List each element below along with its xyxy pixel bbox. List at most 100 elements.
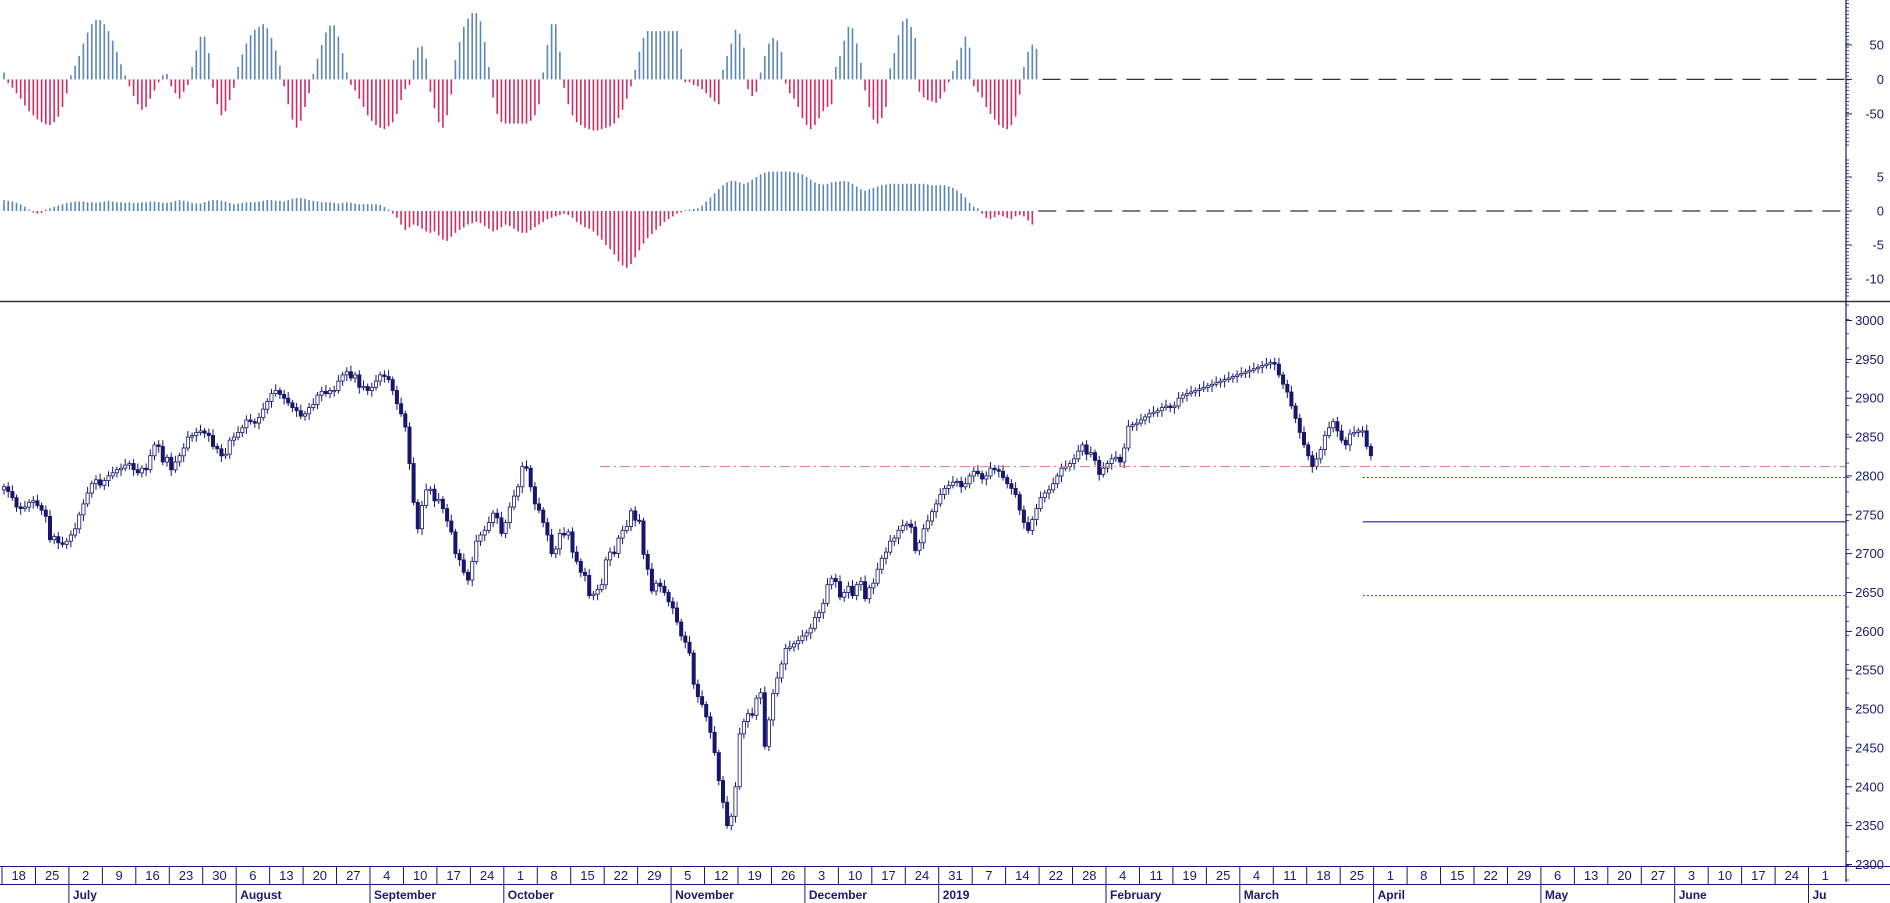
price-axis-tick-label: 2800 (1855, 468, 1884, 483)
candle-body (1239, 372, 1244, 376)
candle-body (64, 540, 69, 545)
candle-body (35, 500, 40, 506)
candle-body (516, 486, 521, 497)
x-day-label: 4 (1253, 868, 1260, 883)
candle-body (712, 732, 717, 754)
candle-body (10, 491, 15, 499)
candle-body (1201, 386, 1206, 390)
candle-body (361, 386, 366, 389)
candle-body (1072, 458, 1077, 464)
candle-body (457, 553, 462, 561)
candle-body (695, 683, 700, 698)
candle-body (871, 582, 876, 589)
x-day-label: 6 (1554, 868, 1561, 883)
x-day-label: 1 (517, 868, 524, 883)
y-axis: 500-5050-5-10300029502900285028002750270… (1845, 0, 1884, 882)
candle-body (2, 486, 7, 491)
candle-body (708, 716, 713, 733)
candle-body (68, 534, 73, 542)
x-day-label: 24 (1785, 868, 1799, 883)
candle-body (1364, 430, 1369, 447)
candle-body (365, 386, 370, 391)
x-day-label: 8 (1420, 868, 1427, 883)
price-axis-tick-label: 2450 (1855, 740, 1884, 755)
candle-body (975, 470, 980, 474)
candle-body (683, 635, 688, 643)
x-month-label: June (1679, 888, 1707, 902)
candle-body (131, 463, 136, 471)
candle-body (474, 540, 479, 562)
candle-body (190, 435, 195, 438)
candle-body (1143, 416, 1148, 421)
candle-body (812, 617, 817, 629)
candle-body (1318, 449, 1323, 460)
candle-body (562, 533, 567, 536)
candle-body (879, 557, 884, 570)
candle-body (14, 497, 19, 508)
candle-body (445, 508, 450, 522)
x-month-label: September (374, 888, 436, 902)
candle-body (1222, 379, 1227, 382)
candle-body (244, 419, 249, 429)
candle-body (453, 531, 458, 555)
oscillator-1-axis-tick-label: 0 (1877, 72, 1884, 87)
candle-body (1168, 405, 1173, 409)
x-day-label: 17 (1751, 868, 1765, 883)
candle-body (775, 677, 780, 694)
candle-body (348, 371, 353, 379)
candle-body (1130, 424, 1135, 427)
candle-body (549, 534, 554, 555)
candle-body (750, 713, 755, 716)
candle-body (185, 436, 190, 449)
candle-body (729, 815, 734, 826)
price-axis-tick-label: 2700 (1855, 546, 1884, 561)
candle-body (1084, 444, 1089, 455)
candle-body (319, 390, 324, 396)
candle-body (227, 439, 232, 455)
candle-body (867, 587, 872, 600)
candle-body (1226, 377, 1231, 381)
candle-body (583, 571, 588, 576)
price-panel (2, 357, 1373, 831)
candle-body (290, 402, 295, 408)
x-month-label: 2019 (943, 888, 970, 902)
candle-body (779, 663, 784, 679)
x-day-label: 17 (446, 868, 460, 883)
candle-body (1193, 390, 1198, 393)
candle-body (909, 523, 914, 528)
candle-body (884, 551, 889, 559)
candle-body (725, 801, 730, 826)
candle-body (1051, 483, 1056, 491)
x-day-label: 27 (346, 868, 360, 883)
candle-body (77, 514, 82, 530)
candle-body (223, 453, 228, 457)
x-day-label: 24 (915, 868, 929, 883)
candle-body (645, 554, 650, 570)
x-day-label: 19 (747, 868, 761, 883)
x-day-label: 26 (781, 868, 795, 883)
x-day-label: 29 (647, 868, 661, 883)
candle-body (1293, 405, 1298, 419)
candle-body (240, 427, 245, 433)
candle-body (721, 780, 726, 803)
candle-body (261, 408, 266, 419)
x-day-label: 1 (1822, 868, 1829, 883)
candle-body (733, 786, 738, 817)
candle-body (357, 374, 362, 388)
candle-body (386, 376, 391, 380)
candle-body (1360, 430, 1365, 433)
candle-body (499, 517, 504, 534)
candle-body (804, 632, 809, 637)
candle-body (478, 534, 483, 542)
candle-body (1155, 410, 1160, 413)
oscillator-2-axis-tick-label: 0 (1877, 204, 1884, 219)
oscillator-1-axis-tick-label: -50 (1865, 106, 1884, 121)
x-day-label: 27 (1651, 868, 1665, 883)
candle-body (424, 489, 429, 506)
candle-body (557, 533, 562, 550)
x-day-label: 9 (115, 868, 122, 883)
candle-body (1297, 417, 1302, 433)
candle-body (1026, 522, 1031, 531)
candle-body (1030, 519, 1035, 531)
x-day-label: 4 (1119, 868, 1126, 883)
